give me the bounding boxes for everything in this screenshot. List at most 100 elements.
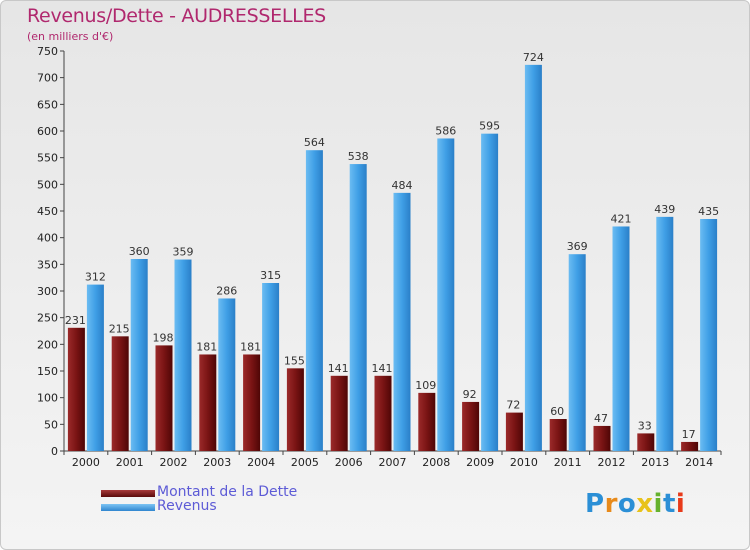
revenue-bar bbox=[437, 138, 455, 451]
chart-title: Revenus/Dette - AUDRESSELLES bbox=[27, 5, 326, 27]
x-tick-label: 2005 bbox=[291, 456, 319, 469]
debt-value-label: 109 bbox=[415, 379, 436, 392]
revenue-value-label: 421 bbox=[611, 212, 632, 225]
revenue-bar bbox=[86, 284, 104, 451]
logo-letter: i bbox=[675, 489, 686, 519]
revenue-value-label: 595 bbox=[479, 120, 500, 133]
y-tick-label: 250 bbox=[37, 312, 58, 325]
y-tick-label: 400 bbox=[37, 232, 58, 245]
revenue-value-label: 484 bbox=[392, 179, 413, 192]
debt-bar bbox=[111, 336, 129, 451]
logo-letter: x bbox=[636, 489, 654, 519]
x-tick-label: 2013 bbox=[641, 456, 669, 469]
debt-bar bbox=[243, 354, 261, 451]
x-tick-label: 2007 bbox=[379, 456, 407, 469]
y-tick-label: 350 bbox=[37, 258, 58, 271]
revenue-value-label: 439 bbox=[654, 203, 675, 216]
debt-value-label: 33 bbox=[638, 419, 652, 432]
revenue-value-label: 586 bbox=[435, 124, 456, 137]
x-tick-label: 2006 bbox=[335, 456, 363, 469]
debt-bar bbox=[681, 441, 699, 451]
chart-subtitle: (en milliers d'€) bbox=[27, 30, 114, 43]
debt-value-label: 72 bbox=[506, 399, 520, 412]
x-tick-label: 2001 bbox=[116, 456, 144, 469]
x-tick-label: 2009 bbox=[466, 456, 494, 469]
logo-letter: i bbox=[653, 489, 663, 519]
debt-bar bbox=[374, 375, 392, 451]
revenue-bar bbox=[349, 164, 367, 452]
debt-bar bbox=[67, 327, 85, 451]
revenue-bar bbox=[218, 298, 236, 451]
y-tick-label: 150 bbox=[37, 365, 58, 378]
debt-bar bbox=[286, 368, 304, 451]
x-tick-label: 2011 bbox=[554, 456, 582, 469]
debt-value-label: 215 bbox=[109, 322, 130, 335]
revenue-bar bbox=[481, 133, 499, 451]
debt-bar bbox=[593, 425, 611, 451]
x-tick-label: 2008 bbox=[422, 456, 450, 469]
revenue-bar bbox=[612, 226, 630, 451]
debt-value-label: 92 bbox=[463, 388, 477, 401]
x-tick-label: 2002 bbox=[160, 456, 188, 469]
y-tick-label: 300 bbox=[37, 285, 58, 298]
revenue-value-label: 286 bbox=[216, 284, 237, 297]
revenue-bar bbox=[174, 259, 192, 451]
debt-bar bbox=[549, 419, 567, 451]
logo-letter: o bbox=[617, 489, 637, 519]
debt-value-label: 60 bbox=[550, 405, 564, 418]
y-tick-label: 50 bbox=[44, 418, 58, 431]
y-tick-label: 650 bbox=[37, 98, 58, 111]
revenue-value-label: 359 bbox=[173, 246, 194, 259]
debt-value-label: 141 bbox=[372, 362, 393, 375]
legend-swatch-dette bbox=[101, 490, 155, 497]
debt-bar bbox=[505, 412, 523, 451]
revenue-value-label: 435 bbox=[698, 205, 719, 218]
revenue-value-label: 369 bbox=[567, 240, 588, 253]
y-tick-label: 500 bbox=[37, 178, 58, 191]
legend-label-revenus: Revenus bbox=[157, 498, 217, 514]
x-tick-label: 2004 bbox=[247, 456, 275, 469]
legend-label-dette: Montant de la Dette bbox=[157, 484, 298, 500]
revenue-bar bbox=[262, 283, 280, 451]
debt-value-label: 155 bbox=[284, 354, 305, 367]
y-tick-label: 600 bbox=[37, 125, 58, 138]
debt-bar bbox=[199, 354, 217, 451]
y-tick-label: 700 bbox=[37, 72, 58, 85]
revenue-bar bbox=[305, 150, 323, 451]
revenue-bar bbox=[524, 64, 542, 451]
y-tick-label: 550 bbox=[37, 152, 58, 165]
x-tick-label: 2010 bbox=[510, 456, 538, 469]
legend-swatch-revenus bbox=[101, 504, 155, 511]
revenue-value-label: 538 bbox=[348, 150, 369, 163]
revenue-value-label: 564 bbox=[304, 136, 325, 149]
y-tick-label: 100 bbox=[37, 392, 58, 405]
y-tick-label: 450 bbox=[37, 205, 58, 218]
y-tick-label: 0 bbox=[51, 445, 58, 458]
debt-value-label: 47 bbox=[594, 412, 608, 425]
debt-bar bbox=[637, 433, 655, 451]
y-tick-label: 200 bbox=[37, 338, 58, 351]
revenue-bar bbox=[568, 254, 586, 451]
debt-value-label: 181 bbox=[196, 340, 217, 353]
debt-value-label: 141 bbox=[328, 362, 349, 375]
debt-value-label: 17 bbox=[682, 428, 696, 441]
logo-letter: P bbox=[585, 489, 605, 519]
x-tick-label: 2003 bbox=[203, 456, 231, 469]
revenue-value-label: 360 bbox=[129, 245, 150, 258]
debt-bar bbox=[462, 401, 480, 451]
revenue-value-label: 312 bbox=[85, 271, 106, 284]
revenue-bar bbox=[700, 219, 718, 451]
debt-value-label: 198 bbox=[153, 331, 174, 344]
logo-letter: t bbox=[662, 489, 676, 519]
debt-bar bbox=[155, 345, 173, 451]
revenue-bar bbox=[130, 259, 148, 451]
debt-value-label: 231 bbox=[65, 314, 86, 327]
logo-letter: r bbox=[604, 489, 618, 519]
debt-value-label: 181 bbox=[240, 340, 261, 353]
revenue-value-label: 724 bbox=[523, 51, 544, 64]
debt-bar bbox=[330, 375, 348, 451]
x-tick-label: 2012 bbox=[598, 456, 626, 469]
revenue-value-label: 315 bbox=[260, 269, 281, 282]
